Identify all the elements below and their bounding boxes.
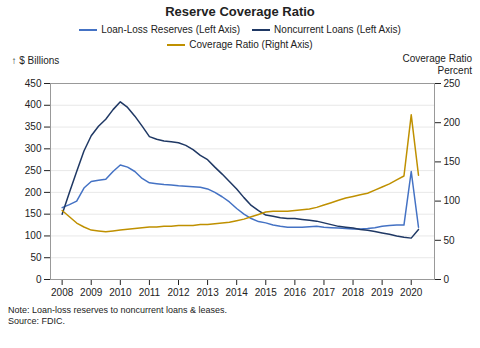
html-text:Coverage Ratio: Coverage Ratio [402,53,472,64]
svg-text:2013: 2013 [196,287,219,298]
html-text:Percent: Percent [437,65,472,76]
svg-text:150: 150 [444,156,461,167]
svg-text:100: 100 [25,230,42,241]
svg-text:2010: 2010 [109,287,132,298]
svg-text:2020: 2020 [400,287,423,298]
svg-text:0: 0 [36,274,42,285]
svg-text:2011: 2011 [139,287,161,298]
svg-text:2009: 2009 [80,287,103,298]
svg-text:50: 50 [30,252,42,263]
svg-text:450: 450 [25,78,42,89]
svg-text:2016: 2016 [284,287,307,298]
svg-text:2019: 2019 [371,287,394,298]
html-text:Coverage Ratio (Right Axis): Coverage Ratio (Right Axis) [189,39,313,50]
svg-text:350: 350 [25,121,42,132]
svg-text:400: 400 [25,99,42,110]
svg-text:2008: 2008 [51,287,74,298]
svg-text:150: 150 [25,208,42,219]
svg-text:2017: 2017 [313,287,336,298]
html-text:Reserve Coverage Ratio: Reserve Coverage Ratio [165,4,315,19]
svg-text:250: 250 [444,78,461,89]
svg-text:↑ $ Billions: ↑ $ Billions [12,55,60,66]
svg-text:200: 200 [444,117,461,128]
svg-text:2018: 2018 [342,287,365,298]
html-text:Loan-Loss Reserves (Left Axis): Loan-Loss Reserves (Left Axis) [101,24,241,35]
html-text:Noncurrent Loans (Left Axis): Noncurrent Loans (Left Axis) [274,24,401,35]
html-text:Note: Loan-loss reserves to no: Note: Loan-loss reserves to noncurrent l… [8,305,228,315]
html-text:Source: FDIC.: Source: FDIC. [8,316,65,326]
svg-text:100: 100 [444,195,461,206]
svg-text:50: 50 [444,235,456,246]
svg-text:0: 0 [444,274,450,285]
svg-text:200: 200 [25,187,42,198]
svg-text:250: 250 [25,165,42,176]
svg-text:2014: 2014 [226,287,249,298]
svg-text:2012: 2012 [167,287,190,298]
svg-text:2015: 2015 [255,287,278,298]
svg-text:300: 300 [25,143,42,154]
